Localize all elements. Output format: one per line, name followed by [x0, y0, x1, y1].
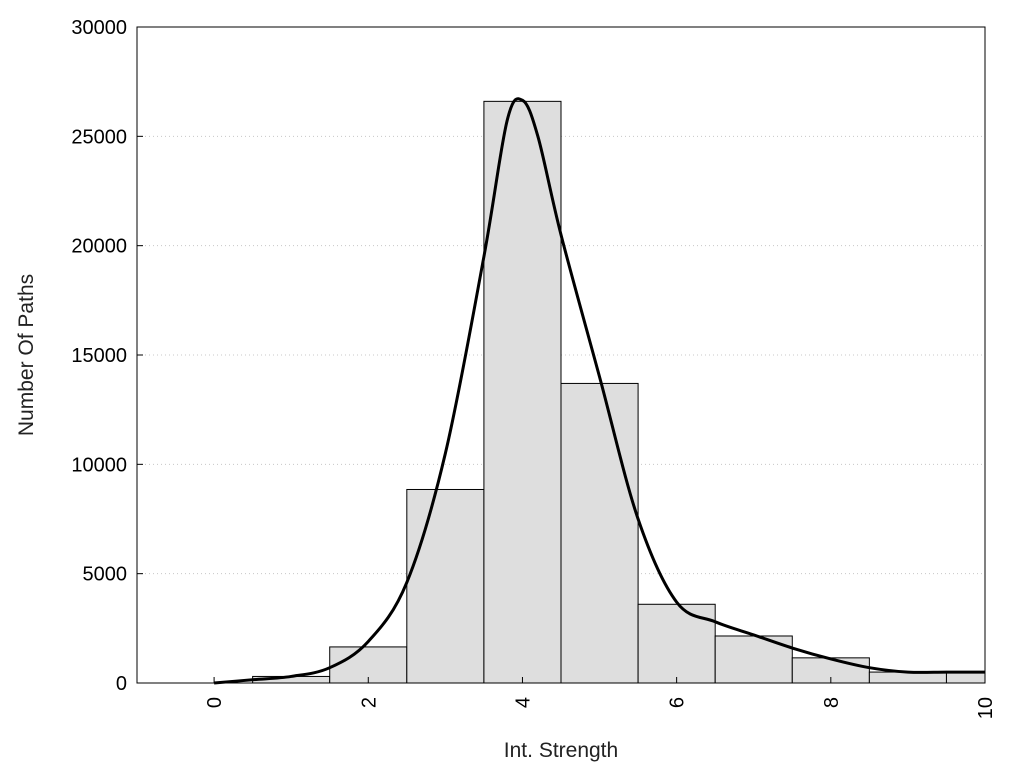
y-axis-ticks: 0 5000 10000 15000 20000 25000 30000 — [71, 17, 143, 695]
y-tick-label: 0 — [116, 673, 127, 695]
x-tick-label: 10 — [975, 697, 997, 719]
density-curve — [213, 97, 985, 685]
histogram-bar — [406, 488, 485, 684]
y-tick-label: 20000 — [71, 236, 127, 258]
histogram-bar — [560, 382, 639, 684]
y-axis-label: Number Of Paths — [15, 274, 38, 436]
histogram-bars — [252, 100, 986, 684]
histogram-bar — [945, 671, 986, 684]
x-tick-label: 4 — [512, 697, 534, 708]
y-tick-label: 10000 — [71, 454, 127, 476]
x-tick-label: 8 — [821, 697, 843, 708]
density-curve-group — [213, 97, 985, 685]
histogram-bar — [868, 671, 947, 684]
y-tick-label: 5000 — [83, 564, 128, 586]
x-tick-label: 2 — [358, 697, 380, 708]
x-tick-label: 6 — [667, 697, 689, 708]
y-tick-label: 30000 — [71, 17, 127, 39]
y-tick-label: 25000 — [71, 126, 127, 148]
histogram-bar — [637, 603, 716, 684]
x-axis-ticks: 0 2 4 6 8 10 — [204, 677, 997, 719]
histogram-bar — [329, 646, 408, 684]
x-axis-label: Int. Strength — [504, 739, 618, 762]
x-tick-label: 0 — [204, 697, 226, 708]
y-tick-label: 15000 — [71, 345, 127, 367]
